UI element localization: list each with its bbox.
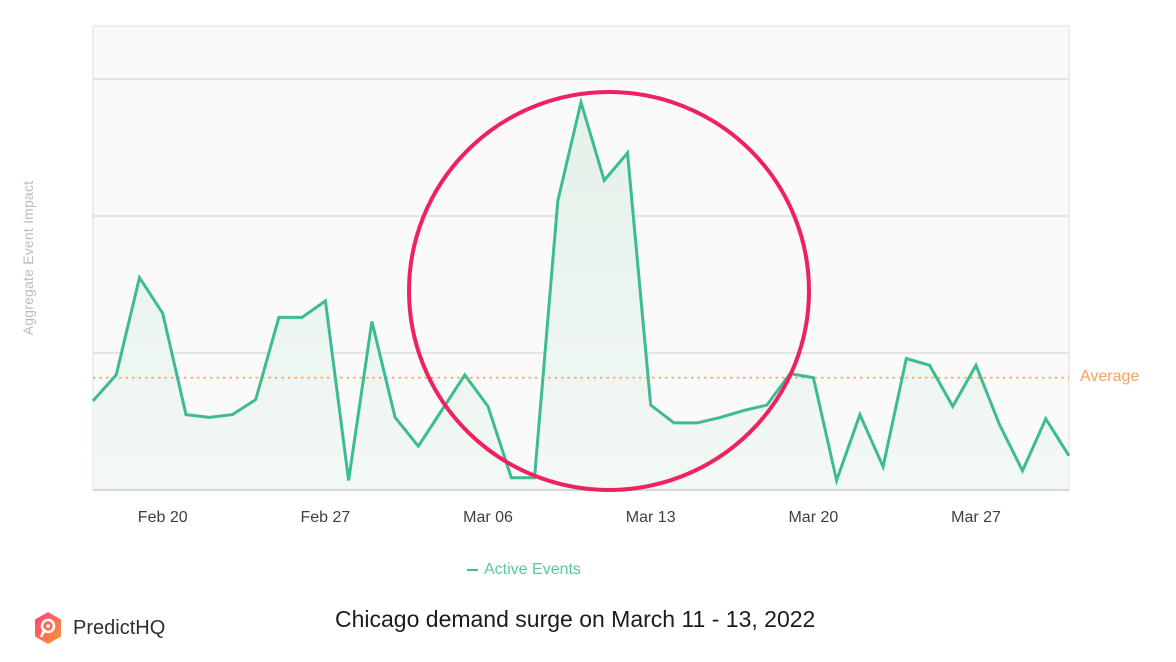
x-tick-label: Feb 27: [300, 509, 351, 526]
average-label: Average: [1080, 368, 1140, 385]
x-tick-label: Mar 13: [625, 509, 676, 526]
x-tick-label: Mar 20: [788, 509, 839, 526]
brand-logo: PredictHQ: [32, 611, 165, 645]
legend-line-icon: [467, 569, 478, 571]
y-axis-label: Aggregate Event Impact: [20, 180, 36, 336]
x-tick-label: Feb 20: [137, 509, 188, 526]
active-events-line: [91, 96, 1071, 486]
predicthq-logo-icon: [35, 612, 61, 644]
caption: Chicago demand surge on March 11 - 13, 2…: [335, 606, 816, 632]
brand-name: PredictHQ: [73, 616, 166, 639]
highlight-circle: [407, 90, 811, 492]
legend-label: Active Events: [484, 561, 581, 578]
x-tick-label: Mar 06: [463, 509, 513, 526]
x-tick-label: Mar 27: [951, 509, 1001, 526]
legend-item-active-events[interactable]: Active Events: [467, 561, 581, 579]
